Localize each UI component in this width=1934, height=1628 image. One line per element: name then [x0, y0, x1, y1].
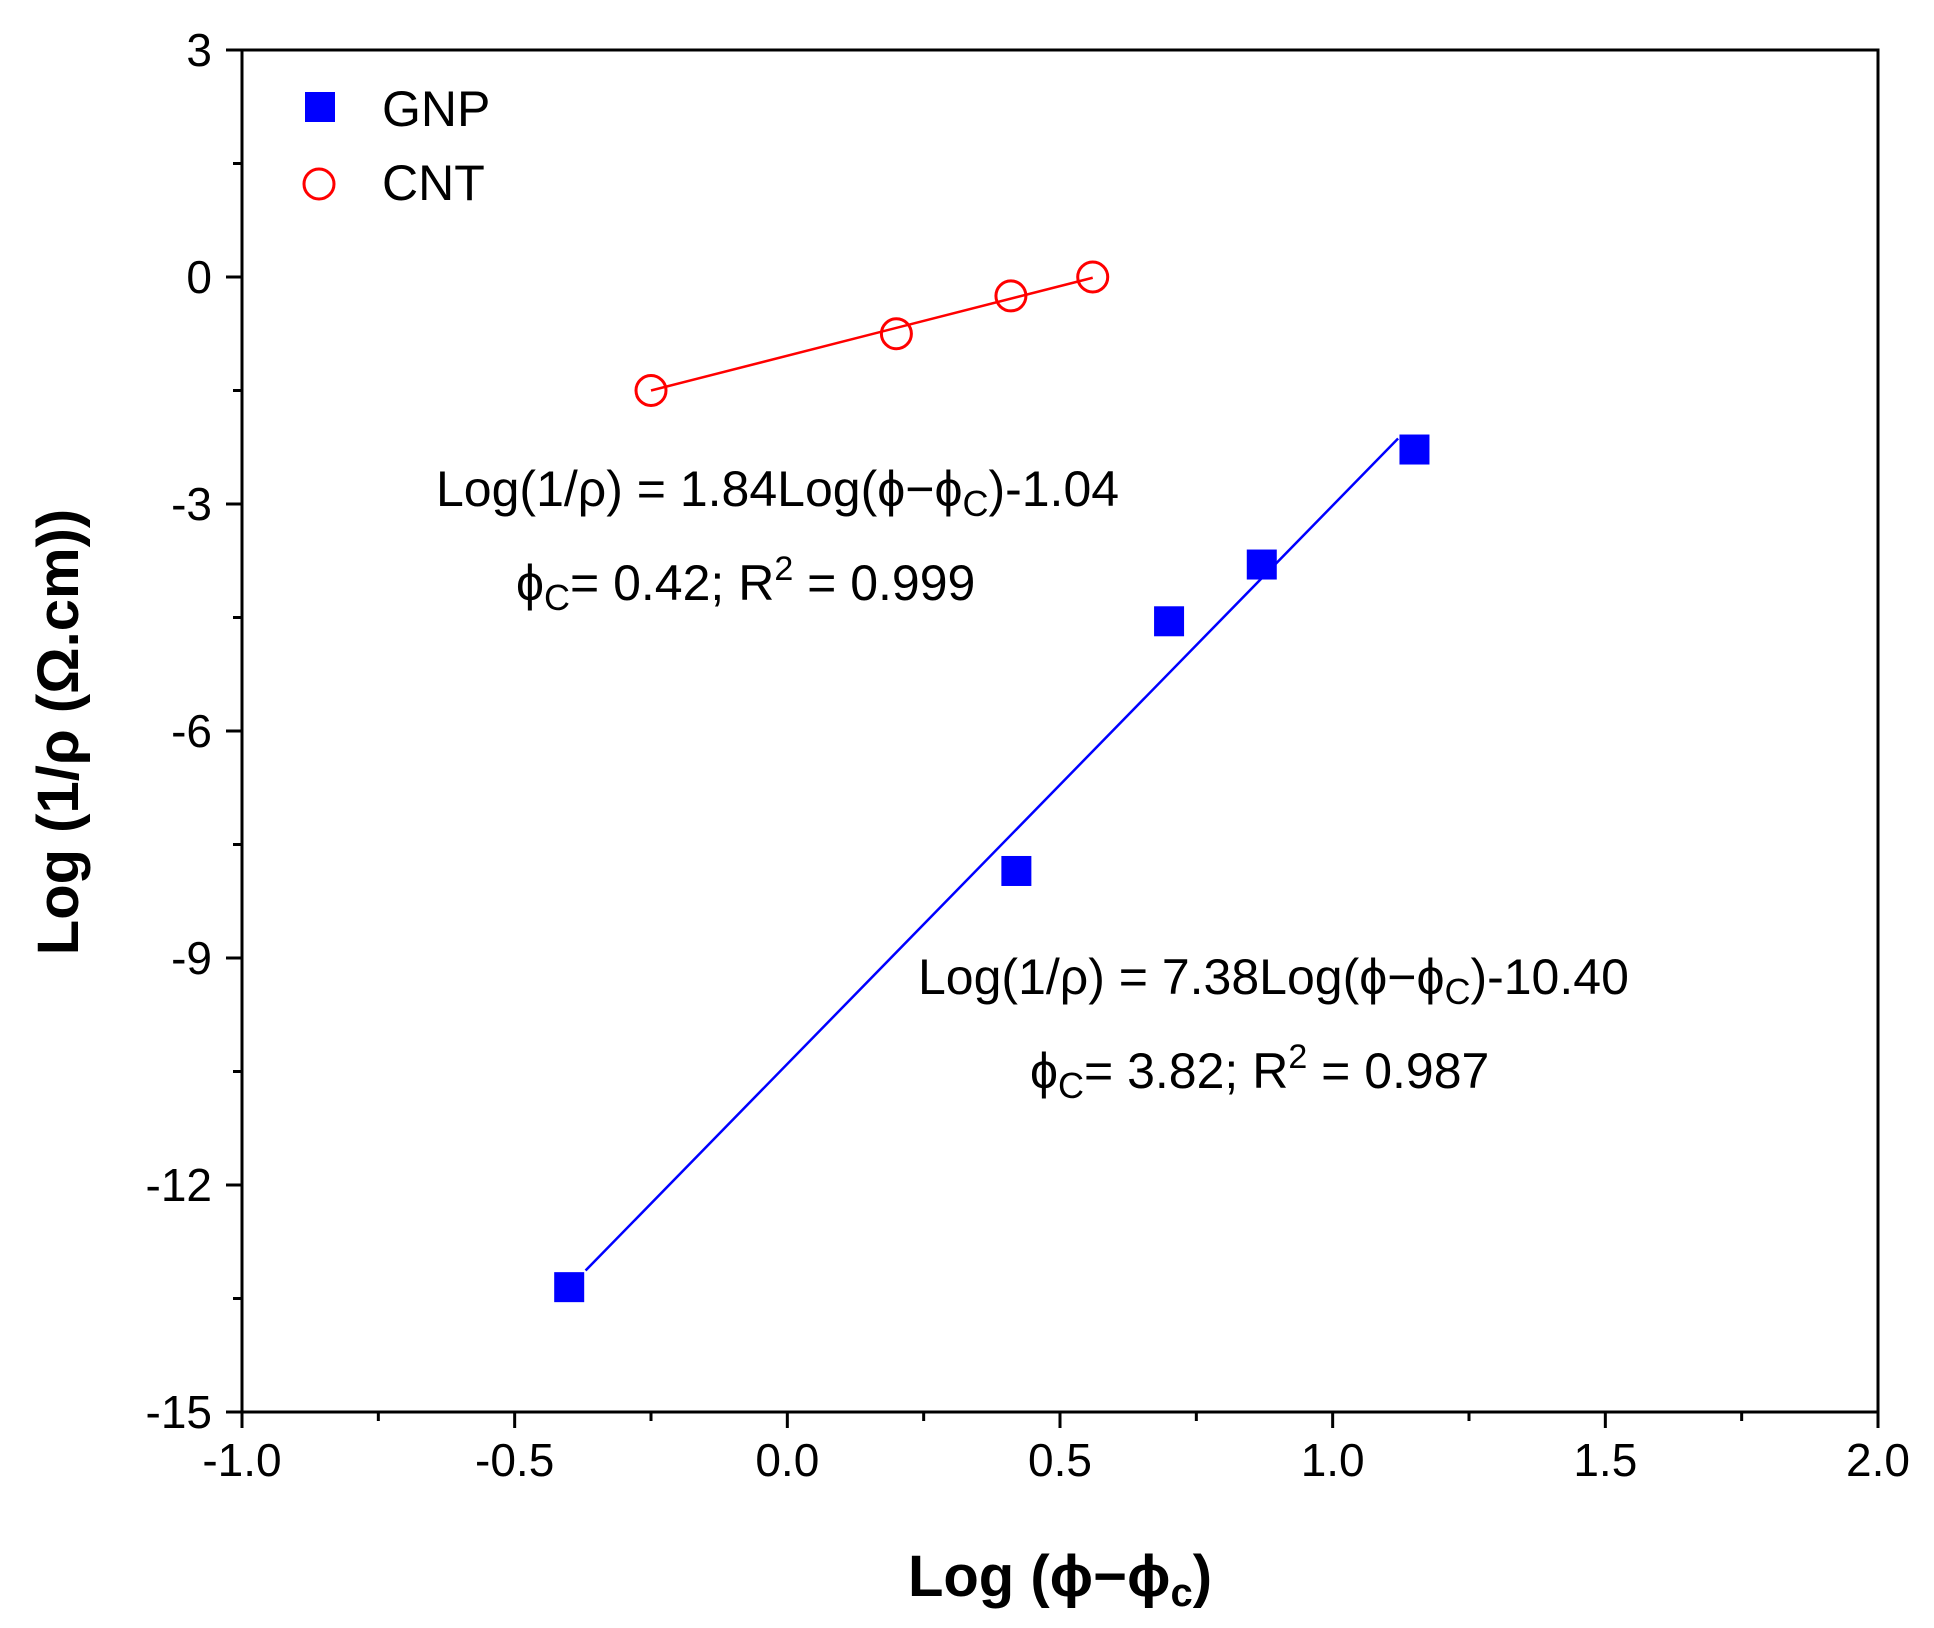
annotation-cnt-stats: ϕC= 0.42; R2 = 0.999: [516, 550, 975, 618]
y-tick-label: -3: [171, 478, 212, 530]
x-axis: -1.0 -0.5 0.0 0.5 1.0 1.5 2.0: [202, 1412, 1910, 1486]
annotation-cnt-equation: Log(1/ρ) = 1.84Log(ϕ−ϕC)-1.04: [436, 461, 1119, 524]
x-tick-label: 0.5: [1028, 1434, 1092, 1486]
x-tick-label: 1.5: [1573, 1434, 1637, 1486]
data-point-gnp: [1001, 855, 1032, 886]
data-points: [554, 260, 1430, 1303]
data-point-gnp: [1399, 434, 1430, 465]
x-tick-label: 0.0: [755, 1434, 819, 1486]
legend-marker-cnt: [302, 167, 336, 201]
annotation-gnp-equation: Log(1/ρ) = 7.38Log(ϕ−ϕC)-10.40: [918, 949, 1629, 1012]
y-tick-label: -12: [146, 1159, 212, 1211]
y-axis-title: Log (1/ρ (Ω.cm)): [26, 509, 91, 955]
y-tick-label: 3: [186, 24, 212, 76]
annotation-gnp-stats: ϕC= 3.82; R2 = 0.987: [1030, 1038, 1489, 1106]
fit-line-cnt: [650, 276, 1094, 392]
x-tick-label: 2.0: [1846, 1434, 1910, 1486]
legend-marker-gnp: [305, 92, 335, 122]
x-tick-label: -1.0: [202, 1434, 281, 1486]
y-tick-label: 0: [186, 251, 212, 303]
legend-label-cnt: CNT: [382, 155, 485, 211]
x-tick-label: 1.0: [1301, 1434, 1365, 1486]
y-axis: 3 0 -3 -6 -9 -12 -15: [146, 24, 242, 1438]
x-tick-label: -0.5: [475, 1434, 554, 1486]
data-point-cnt: [879, 317, 913, 351]
legend-label-gnp: GNP: [382, 81, 490, 137]
plot-frame: [240, 48, 1880, 1414]
x-axis-title: Log (ϕ−ϕc): [908, 1544, 1212, 1615]
data-point-cnt: [994, 279, 1028, 313]
data-point-gnp: [1154, 606, 1185, 637]
data-point-gnp: [1246, 549, 1277, 580]
y-tick-label: -15: [146, 1386, 212, 1438]
y-tick-label: -9: [171, 932, 212, 984]
data-point-cnt: [634, 374, 668, 407]
legend: GNP CNT: [302, 81, 490, 211]
fit-lines: [584, 276, 1400, 1272]
data-point-gnp: [554, 1272, 585, 1303]
data-point-cnt: [1076, 260, 1110, 294]
y-tick-label: -6: [171, 705, 212, 757]
